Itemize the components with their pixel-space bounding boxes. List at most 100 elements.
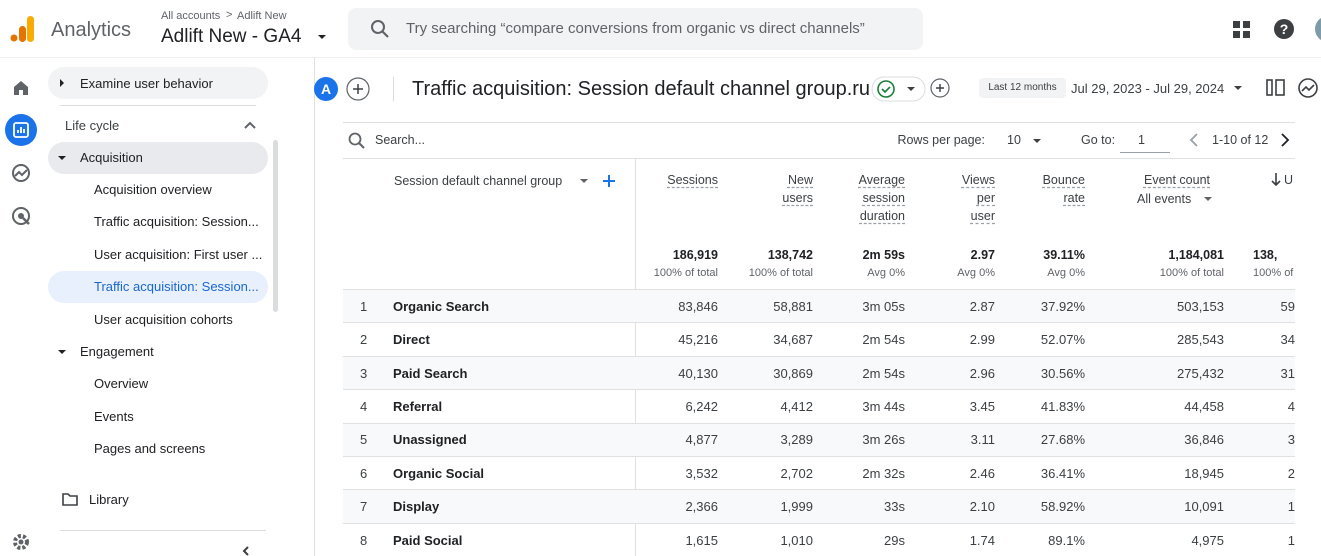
nav-library[interactable]: Library (89, 491, 129, 507)
rows-per-page[interactable]: 10 (1007, 132, 1021, 147)
icon-part (1243, 31, 1250, 38)
nav-item[interactable]: Events (94, 408, 134, 424)
row-dimension[interactable]: Direct (393, 332, 430, 348)
row-value: 2.46 (969, 465, 995, 481)
nav-item[interactable]: Traffic acquisition: Session... (94, 279, 259, 295)
row-divider (343, 389, 1295, 391)
breadcrumb-root[interactable]: All accounts (161, 10, 221, 22)
nav-item[interactable]: Pages and screens (94, 441, 206, 457)
metric-header[interactable]: Event count (1143, 173, 1210, 187)
icon-part (58, 156, 66, 160)
column-total-note: 100% of (1253, 266, 1294, 279)
icon-part (936, 84, 944, 92)
nav-item[interactable]: User acquisition: First user ... (94, 246, 263, 262)
row-value: 2.87 (969, 298, 995, 314)
row-value: 34 (1280, 332, 1295, 348)
report-avatar[interactable]: A (320, 81, 332, 97)
row-value: 3m 05s (862, 298, 905, 314)
nav-group[interactable]: Acquisition (80, 149, 143, 165)
icon-part (14, 81, 28, 95)
icon-part (19, 26, 26, 42)
row-value: 52.07% (1040, 332, 1085, 348)
icon-part (244, 121, 256, 129)
icon-part (10, 34, 18, 42)
row-value: 18,945 (1184, 465, 1224, 481)
row-dimension[interactable]: Unassigned (393, 432, 467, 448)
icon-part (22, 217, 30, 225)
column-total-note: Avg 0% (867, 266, 905, 279)
row-divider (343, 289, 1295, 290)
table-search[interactable]: Search... (375, 132, 426, 147)
row-value: 3,532 (685, 465, 718, 481)
nav-item[interactable]: Acquisition overview (94, 181, 212, 197)
nav-item[interactable]: Traffic acquisition: Session... (94, 214, 259, 230)
row-value: 58.92% (1040, 499, 1085, 515)
row-dimension[interactable]: Organic Social (393, 465, 485, 481)
row-value: 3.45 (969, 398, 995, 414)
icon-part (1234, 86, 1242, 90)
icon-part (48, 67, 268, 99)
row-value: 3m 44s (862, 398, 905, 414)
column-total: 1,184,081 (1168, 247, 1224, 262)
row-dimension[interactable]: Paid Social (393, 532, 463, 548)
row-dimension[interactable]: Organic Search (393, 298, 490, 314)
row-value: 58,881 (773, 298, 813, 314)
row-value: 2m 32s (862, 465, 905, 481)
date-label[interactable]: Last 12 months (988, 82, 1057, 93)
column-total: 39.11% (1043, 247, 1085, 262)
row-value: 1 (1287, 499, 1295, 515)
row-value: 1.74 (969, 532, 995, 548)
dimension-header[interactable]: Session default channel group (394, 173, 563, 188)
nav-group[interactable]: Engagement (80, 343, 154, 359)
icon-part (48, 271, 268, 303)
row-divider (343, 456, 1295, 457)
metric-header[interactable]: Bounce rate (1042, 173, 1085, 205)
nav-item[interactable]: Overview (94, 376, 149, 392)
icon-part (1275, 79, 1285, 96)
icon-part (273, 140, 278, 312)
nav-item[interactable]: User acquisition cohorts (94, 311, 233, 327)
row-dimension[interactable]: Display (393, 499, 440, 515)
rows-per-page-label: Rows per page: (897, 132, 985, 147)
row-value: 37.92% (1040, 298, 1085, 314)
row-value: 3m 26s (862, 432, 905, 448)
icon-part (1243, 21, 1250, 28)
nav-item[interactable]: Examine user behavior (80, 75, 213, 91)
icon-part (18, 213, 24, 219)
metric-header[interactable]: Views per user (961, 173, 995, 223)
icon-part (318, 35, 326, 39)
row-divider (343, 355, 1295, 357)
row-background (343, 290, 1295, 323)
property-name[interactable]: Adlift New - GA4 (161, 26, 302, 47)
icon-part (14, 169, 28, 177)
icon-part (381, 30, 389, 38)
row-value: 2.99 (969, 332, 995, 348)
metric-header[interactable]: Average session duration (858, 173, 905, 223)
global-search[interactable]: Try searching “compare conversions from … (406, 20, 865, 37)
metric-header[interactable]: New users (782, 173, 813, 205)
icon-part (348, 132, 362, 146)
breadcrumb-account[interactable]: Adlift New (237, 10, 287, 22)
date-range[interactable]: Jul 29, 2023 - Jul 29, 2024 (1071, 81, 1225, 96)
metric-header[interactable]: U (1284, 172, 1294, 187)
row-value: 40,130 (678, 365, 718, 381)
metric-subheader[interactable]: All events (1137, 191, 1192, 206)
icon-part (58, 350, 66, 354)
row-value: 2m 54s (862, 365, 905, 381)
icon-part (27, 16, 34, 42)
row-dimension[interactable]: Referral (393, 398, 443, 414)
icon-part: ? (1280, 21, 1289, 37)
row-index: 8 (360, 532, 368, 548)
row-value: 1 (1287, 532, 1295, 548)
row-value: 89.1% (1048, 532, 1085, 548)
app-name[interactable]: Analytics (51, 19, 132, 41)
goto-input[interactable]: 1 (1138, 132, 1145, 147)
icon-part (1233, 21, 1240, 28)
nav-section[interactable]: Life cycle (65, 117, 120, 133)
icon-part (12, 164, 30, 182)
metric-header[interactable]: Sessions (667, 173, 718, 187)
row-index: 5 (360, 432, 368, 448)
row-value: 1,999 (780, 499, 813, 515)
row-dimension[interactable]: Paid Search (393, 365, 468, 381)
column-total: 2m 59s (862, 247, 905, 262)
